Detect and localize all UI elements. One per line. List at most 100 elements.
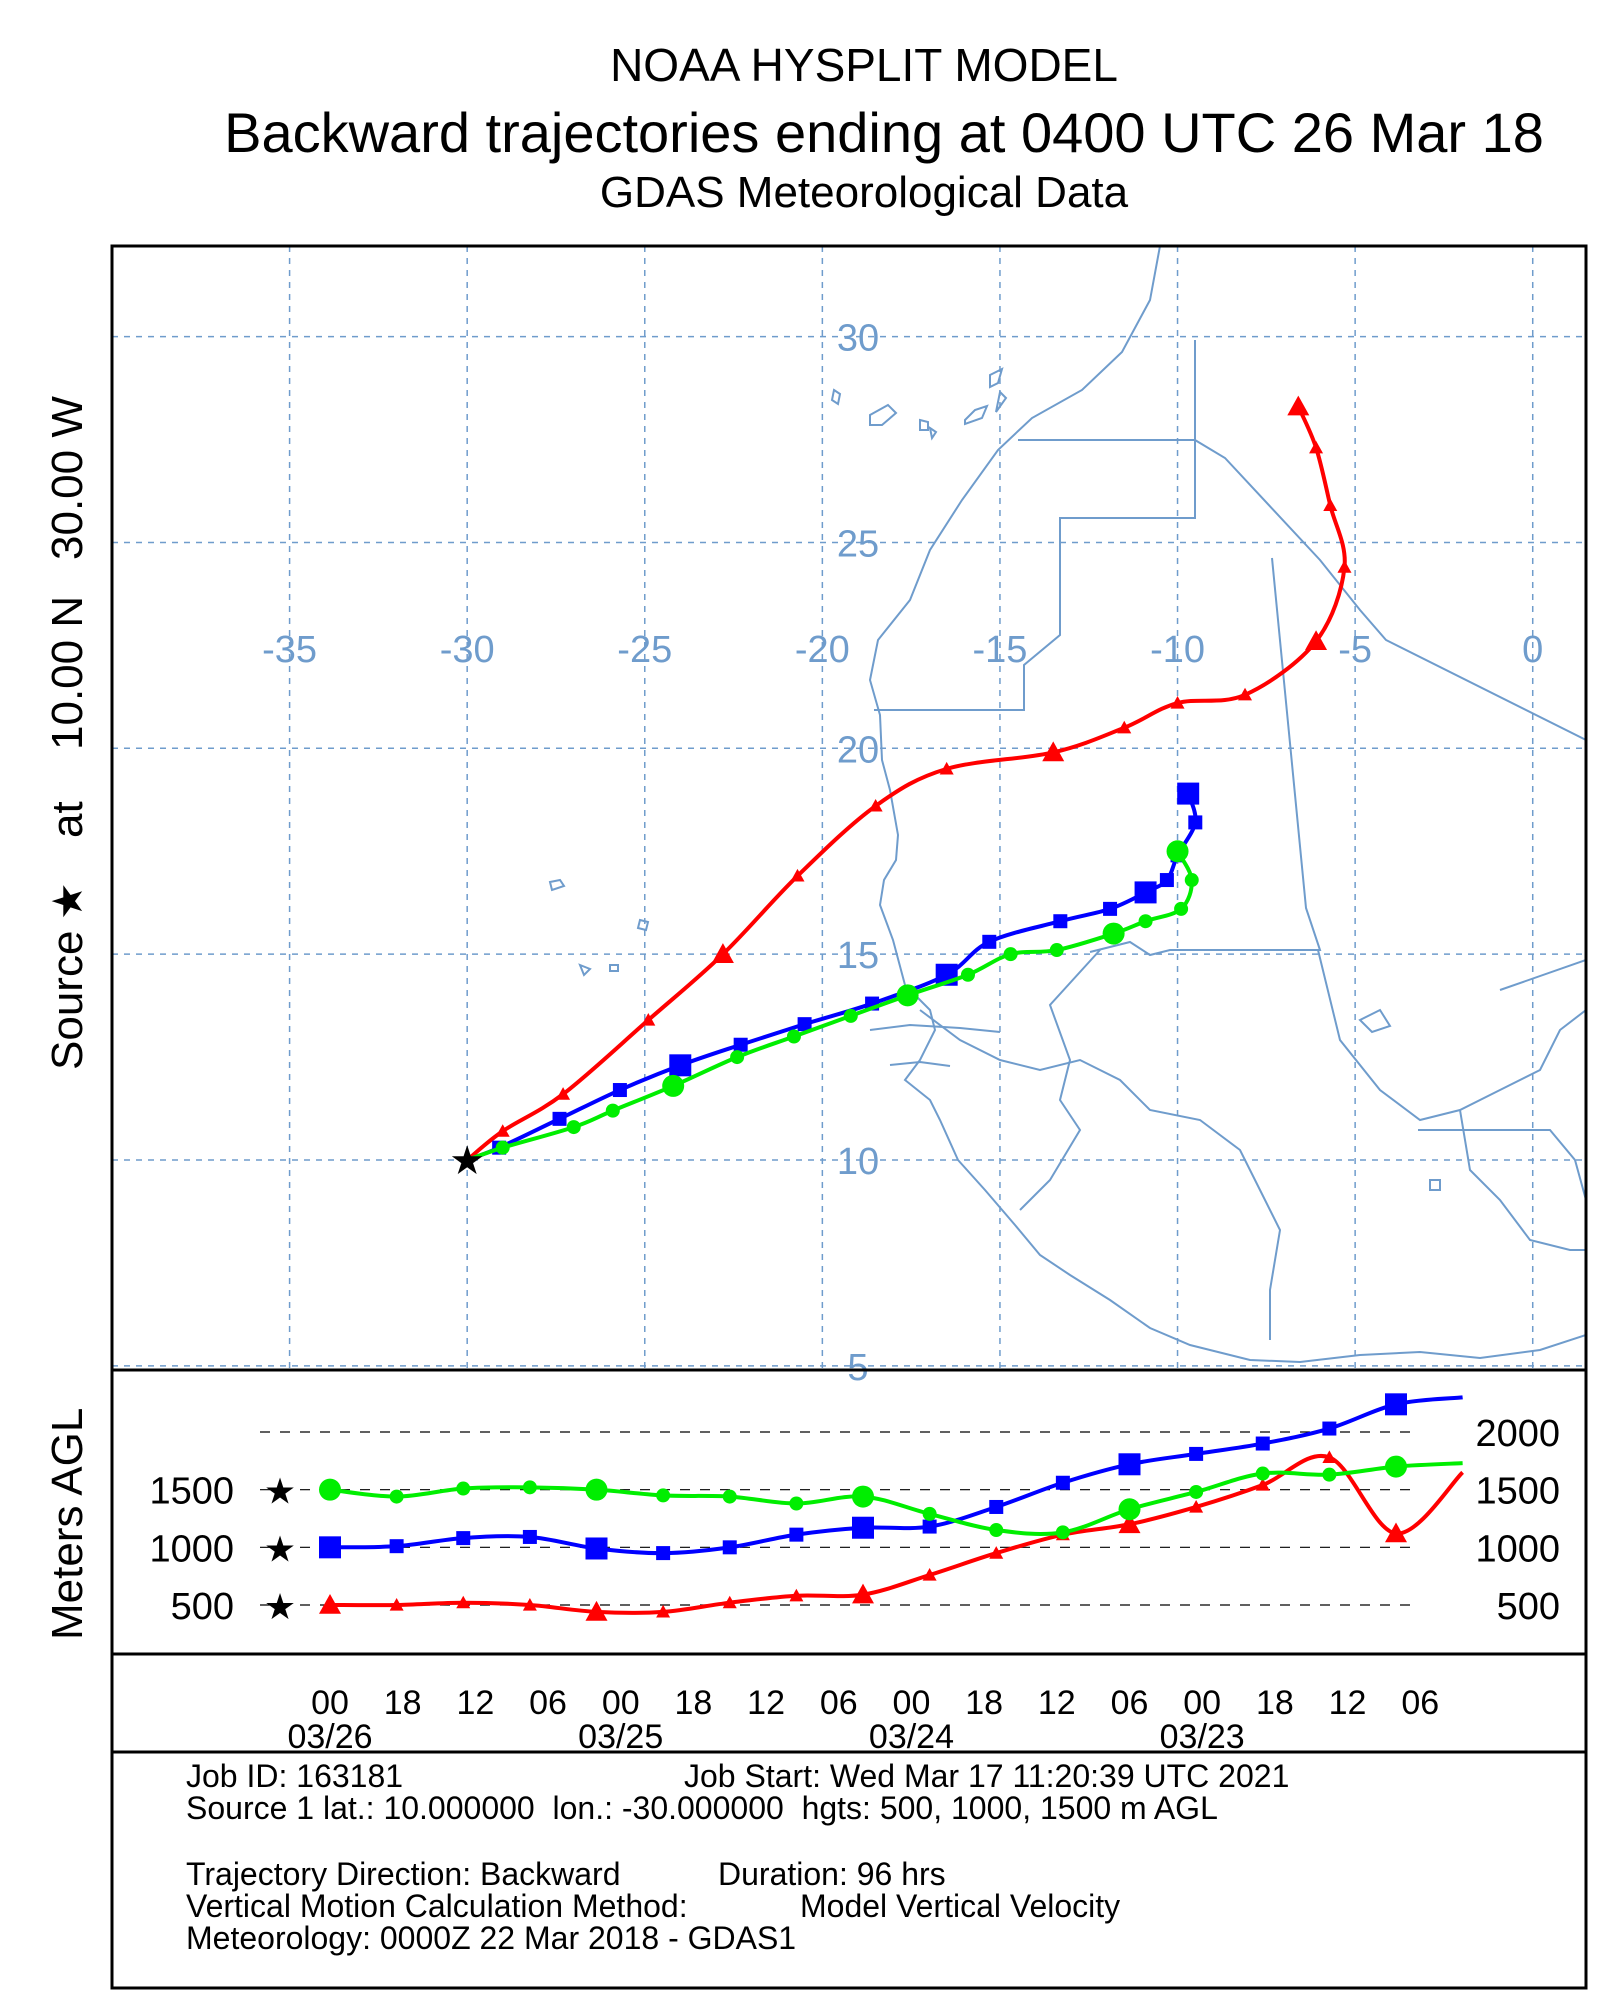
map-frame [110, 244, 1588, 1372]
map-point-triangle [641, 1013, 656, 1026]
job-id: Job ID: 163181 [186, 1758, 404, 1794]
border-senegal-mali [1019, 949, 1101, 1211]
trajectory-direction: Trajectory Direction: Backward [186, 1856, 621, 1892]
height-point-circle [585, 1478, 608, 1501]
map-point-circle [566, 1120, 581, 1135]
height-series [319, 1393, 1465, 1621]
lon-tick-label: -35 [262, 629, 317, 671]
height-point-square [522, 1529, 537, 1544]
map-point-circle [1174, 901, 1189, 916]
map-source-star-icon: ★ [449, 1138, 485, 1184]
height-point-circle [522, 1480, 537, 1495]
time-tick-label: 06 [529, 1684, 567, 1722]
vertical-method-value: Model Vertical Velocity [800, 1888, 1121, 1924]
chart-title-2: Backward trajectories ending at 0400 UTC… [224, 101, 1544, 164]
height-point-square [852, 1516, 874, 1539]
map-point-triangle [939, 761, 954, 775]
height-point-square [1322, 1421, 1337, 1436]
time-tick-label: 06 [1401, 1684, 1439, 1722]
height-point-circle [456, 1481, 471, 1496]
lon-tick-label: 0 [1522, 629, 1543, 671]
map-point-circle [495, 1140, 510, 1155]
height-tick-left: 1500 [149, 1471, 234, 1513]
map-point-square [733, 1037, 748, 1052]
height-profile-panel: 500 ★ 1000 ★ 1500 ★ 500 1000 1500 2000 [110, 1368, 1588, 1656]
height-point-circle [656, 1488, 671, 1503]
height-point-triangle [722, 1595, 737, 1609]
map-point-triangle [1042, 741, 1065, 762]
date-label: 03/23 [1160, 1718, 1245, 1756]
height-point-triangle [852, 1583, 874, 1604]
map-point-circle [896, 984, 919, 1007]
lakes [1358, 1008, 1441, 1191]
map-point-square [1188, 815, 1203, 830]
height-axis-label: Meters AGL [43, 1408, 92, 1640]
height-point-square [456, 1531, 471, 1546]
map-point-square [797, 1017, 812, 1032]
source-label: Source ★ at 10.00 N 30.00 W [43, 396, 92, 1070]
height-point-circle [1255, 1466, 1270, 1481]
border-mali-burkina [1317, 949, 1586, 1122]
height-tick-labels: 500 ★ 1000 ★ 1500 ★ 500 1000 1500 2000 [149, 1413, 1560, 1628]
height-tick-right: 2000 [1475, 1413, 1560, 1455]
time-tick-label: 18 [674, 1684, 712, 1722]
height-source-star-icon: ★ [264, 1587, 296, 1628]
lat-tick-label: 20 [837, 729, 879, 771]
map-point-circle [730, 1050, 745, 1065]
height-point-circle [319, 1478, 341, 1501]
cape-verde-islands [548, 878, 650, 977]
map-point-triangle [1117, 720, 1132, 734]
lon-tick-label: -20 [795, 629, 850, 671]
height-point-square [1385, 1393, 1407, 1416]
meteorology: Meteorology: 0000Z 22 Mar 2018 - GDAS1 [186, 1920, 797, 1956]
height-point-triangle [789, 1588, 804, 1602]
map-point-circle [1138, 914, 1153, 929]
map-point-circle [960, 967, 975, 982]
lon-tick-label: -10 [1150, 629, 1205, 671]
height-point-triangle [656, 1604, 671, 1618]
date-label: 03/26 [287, 1718, 372, 1756]
border-mauritania [1089, 557, 1322, 957]
time-tick-label: 00 [311, 1684, 349, 1722]
map-point-triangle [1287, 395, 1310, 416]
height-line-circle [329, 1461, 1463, 1536]
map-point-triangle [790, 868, 805, 882]
job-start: Job Start: Wed Mar 17 11:20:39 UTC 2021 [684, 1758, 1290, 1794]
chart-title-1: NOAA HYSPLIT MODEL [610, 39, 1118, 91]
map-point-triangle [1305, 630, 1328, 651]
date-label: 03/24 [869, 1718, 954, 1756]
meters-agl-label: Meters AGL [43, 1408, 92, 1640]
border-morocco [1194, 340, 1586, 741]
height-source-star-icon: ★ [264, 1529, 296, 1570]
star-icon: ★ [43, 882, 92, 920]
map-point-circle [1166, 840, 1189, 863]
map-line-square [466, 792, 1198, 1162]
time-tick-labels: 00 18 12 06 00 18 12 06 00 18 12 06 00 18 12 06 03/26 03/… [287, 1684, 1439, 1756]
at-word: at [43, 801, 92, 838]
lon-tick-label: -15 [972, 629, 1027, 671]
map-point-circle [1184, 873, 1199, 888]
map-point-square [1134, 881, 1157, 904]
info-frame [110, 1750, 1588, 1990]
height-point-square [319, 1536, 341, 1559]
time-tick-label: 06 [820, 1684, 858, 1722]
height-tick-right: 1500 [1475, 1471, 1560, 1513]
map-point-square [612, 1083, 627, 1098]
time-tick-label: 12 [1038, 1684, 1076, 1722]
map-point-triangle [1170, 696, 1185, 709]
time-tick-label: 18 [1256, 1684, 1294, 1722]
height-point-circle [1055, 1525, 1070, 1540]
height-point-triangle [1255, 1478, 1270, 1491]
border-w-sahara [874, 439, 1196, 711]
lat-tick-label: 10 [837, 1141, 879, 1183]
source-line: Source 1 lat.: 10.000000 lon.: -30.00000… [186, 1790, 1218, 1826]
map-point-triangle [1323, 498, 1338, 511]
time-tick-label: 12 [1329, 1684, 1367, 1722]
height-point-triangle [1385, 1522, 1407, 1543]
height-point-circle [989, 1523, 1004, 1538]
duration: Duration: 96 hrs [718, 1856, 946, 1892]
time-tick-label: 12 [747, 1684, 785, 1722]
height-point-triangle [522, 1598, 537, 1611]
